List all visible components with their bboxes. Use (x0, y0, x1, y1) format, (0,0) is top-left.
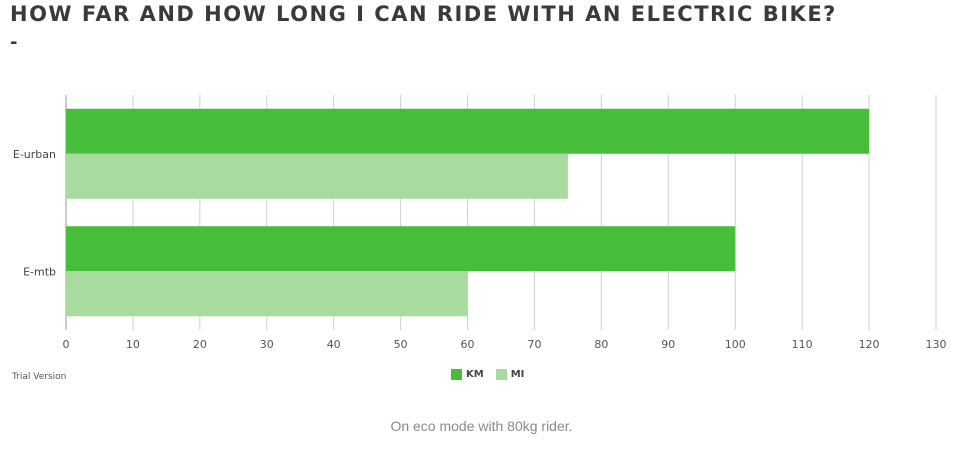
legend-swatch-mi (495, 369, 507, 380)
x-tick-label: 30 (260, 338, 274, 351)
legend-label-km: KM (466, 369, 484, 380)
x-tick-label: 90 (661, 338, 675, 351)
x-tick-label: 50 (394, 338, 408, 351)
chart-caption: On eco mode with 80kg rider. (390, 418, 573, 434)
legend-label-mi: MI (510, 369, 525, 380)
x-tick-label: 10 (126, 338, 140, 351)
x-tick-label: 80 (594, 338, 608, 351)
x-tick-label: 40 (327, 338, 341, 351)
bar-e-urban-km[interactable] (66, 108, 870, 154)
legend-swatch-km (451, 369, 462, 380)
trial-version-label: Trial Version (12, 372, 67, 382)
y-category-label: E-urban (13, 148, 56, 161)
chart-legend: KM MI (451, 369, 524, 380)
bar-chart: 0 10 20 30 40 50 60 70 80 90 100 110 120 130 E-urban E… (13, 95, 947, 351)
bar-e-mtb-mi[interactable] (66, 271, 468, 317)
bar-e-mtb-km[interactable] (66, 226, 736, 272)
y-category-label: E-mtb (23, 265, 56, 278)
title-dash: - (10, 32, 18, 53)
chart-title: HOW FAR AND HOW LONG I CAN RIDE WITH AN … (10, 2, 837, 26)
x-tick-label: 20 (193, 338, 207, 351)
x-tick-label: 60 (461, 338, 475, 351)
x-tick-label: 70 (527, 338, 541, 351)
x-tick-label: 110 (792, 338, 813, 351)
legend-item-mi[interactable]: MI (495, 369, 525, 380)
x-tick-label: 0 (63, 338, 70, 351)
x-tick-label: 130 (926, 338, 947, 351)
x-tick-label: 120 (859, 338, 880, 351)
legend-item-km[interactable]: KM (451, 369, 484, 380)
bar-e-urban-mi[interactable] (66, 153, 568, 199)
x-tick-label: 100 (725, 338, 746, 351)
